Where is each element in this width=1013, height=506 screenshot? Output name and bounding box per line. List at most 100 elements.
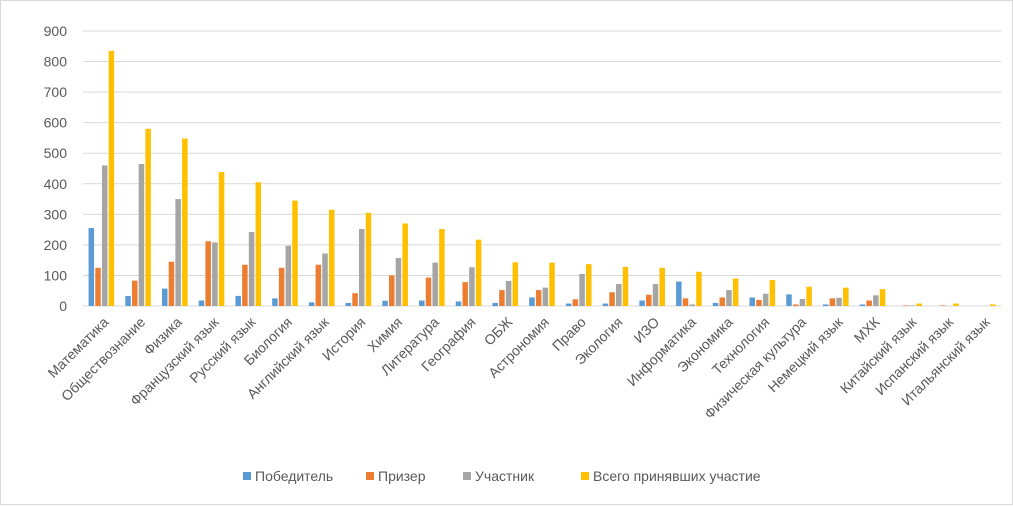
bar [476, 240, 482, 306]
bar [396, 258, 402, 306]
bar [800, 299, 806, 306]
legend-swatch [243, 472, 251, 480]
bar [109, 51, 115, 306]
bar [770, 280, 776, 306]
x-axis: МатематикаОбществознаниеФизикаФранцузски… [44, 313, 993, 422]
y-tick-label: 200 [44, 237, 68, 253]
bar [806, 287, 812, 306]
y-tick-label: 700 [44, 84, 68, 100]
bar [279, 268, 285, 306]
legend-label: Участник [475, 468, 535, 484]
y-tick-label: 400 [44, 176, 68, 192]
bar [145, 129, 151, 306]
legend-swatch [581, 472, 589, 480]
bar [139, 164, 145, 306]
y-tick-label: 300 [44, 206, 68, 222]
bar [402, 224, 408, 307]
bar [329, 210, 335, 306]
legend-label: Призер [378, 468, 426, 484]
bar [696, 272, 702, 306]
bar [866, 301, 872, 307]
bar [102, 165, 108, 306]
bar [543, 288, 549, 306]
y-tick-label: 0 [59, 298, 67, 314]
bar [843, 288, 849, 306]
bar [609, 292, 615, 306]
bar [763, 294, 769, 306]
bar [579, 274, 585, 306]
bar [212, 242, 218, 306]
bar [492, 303, 498, 306]
y-tick-label: 900 [44, 23, 68, 39]
bar [286, 246, 292, 306]
bar [125, 296, 131, 306]
bar [529, 297, 535, 306]
bar [95, 268, 101, 306]
bar [726, 290, 732, 306]
bar [676, 282, 682, 306]
bar [499, 290, 505, 306]
bar [910, 305, 916, 306]
bar [616, 284, 622, 306]
bar [639, 301, 645, 307]
bar [175, 199, 181, 306]
bar [646, 295, 652, 306]
bar [89, 228, 95, 306]
legend: Победитель Призер Участник Всего принявших … [243, 468, 761, 484]
bar [426, 278, 432, 306]
bar [953, 304, 959, 306]
bar [205, 241, 211, 306]
bar [836, 298, 842, 306]
bar [990, 304, 996, 306]
bar [219, 172, 225, 306]
legend-label: Победитель [255, 468, 333, 484]
bar [182, 139, 188, 306]
bar [586, 264, 592, 306]
bar [309, 302, 315, 306]
bar [456, 301, 462, 306]
x-category-label: ИЗО [630, 314, 662, 346]
bar [566, 304, 572, 306]
bar [169, 262, 175, 306]
y-tick-label: 600 [44, 115, 68, 131]
bars [89, 51, 996, 306]
bar [750, 297, 756, 306]
bar [720, 297, 726, 306]
bar [713, 303, 719, 306]
bar [432, 263, 438, 306]
bar [917, 304, 923, 306]
bar [249, 232, 255, 306]
bar [940, 305, 946, 306]
bar [756, 300, 762, 306]
bar [733, 279, 739, 307]
bar [132, 281, 138, 306]
bar [322, 253, 328, 306]
bar [880, 289, 886, 306]
bar [389, 275, 395, 306]
bar [272, 298, 278, 306]
bar [873, 295, 879, 306]
bar [439, 229, 445, 306]
x-category-label: МХК [851, 313, 884, 346]
bar [462, 282, 468, 306]
bar [162, 289, 168, 306]
bar [549, 263, 555, 306]
bar [235, 296, 241, 306]
bar [823, 304, 829, 306]
bar [506, 281, 512, 306]
bar [382, 301, 388, 306]
legend-label: Всего принявших участие [593, 468, 761, 484]
bar [469, 267, 475, 306]
bar [366, 213, 372, 306]
bar [573, 299, 579, 306]
bar [513, 262, 519, 306]
bar [359, 229, 365, 306]
bar [603, 304, 609, 306]
y-axis: 0 100 200 300 400 500 600 700 800 900 [44, 23, 68, 314]
y-tick-label: 500 [44, 145, 68, 161]
legend-swatch [366, 472, 374, 480]
bar [793, 304, 799, 306]
bar [199, 301, 205, 307]
